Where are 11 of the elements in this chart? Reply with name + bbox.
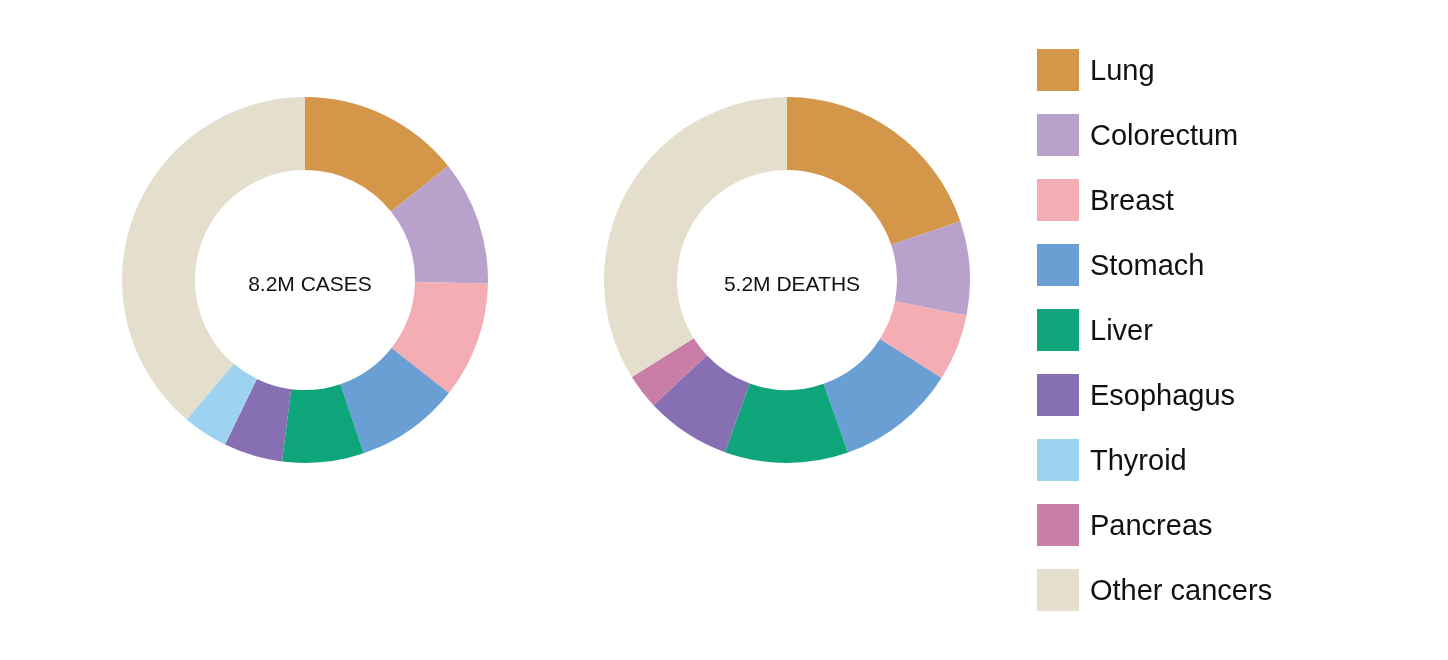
legend-label: Thyroid bbox=[1090, 444, 1187, 476]
legend-label: Other cancers bbox=[1090, 574, 1273, 606]
legend-label: Liver bbox=[1090, 314, 1154, 346]
legend-label: Pancreas bbox=[1090, 509, 1213, 541]
slice-label: 8.2M CASES bbox=[248, 272, 372, 295]
legend-label: Breast bbox=[1090, 184, 1174, 216]
legend-label: Lung bbox=[1090, 54, 1155, 86]
legend-label: Colorectum bbox=[1090, 119, 1239, 151]
legend-label: Esophagus bbox=[1090, 379, 1236, 411]
legend-label: Stomach bbox=[1090, 249, 1205, 281]
slice-label: 5.2M DEATHS bbox=[723, 272, 861, 295]
